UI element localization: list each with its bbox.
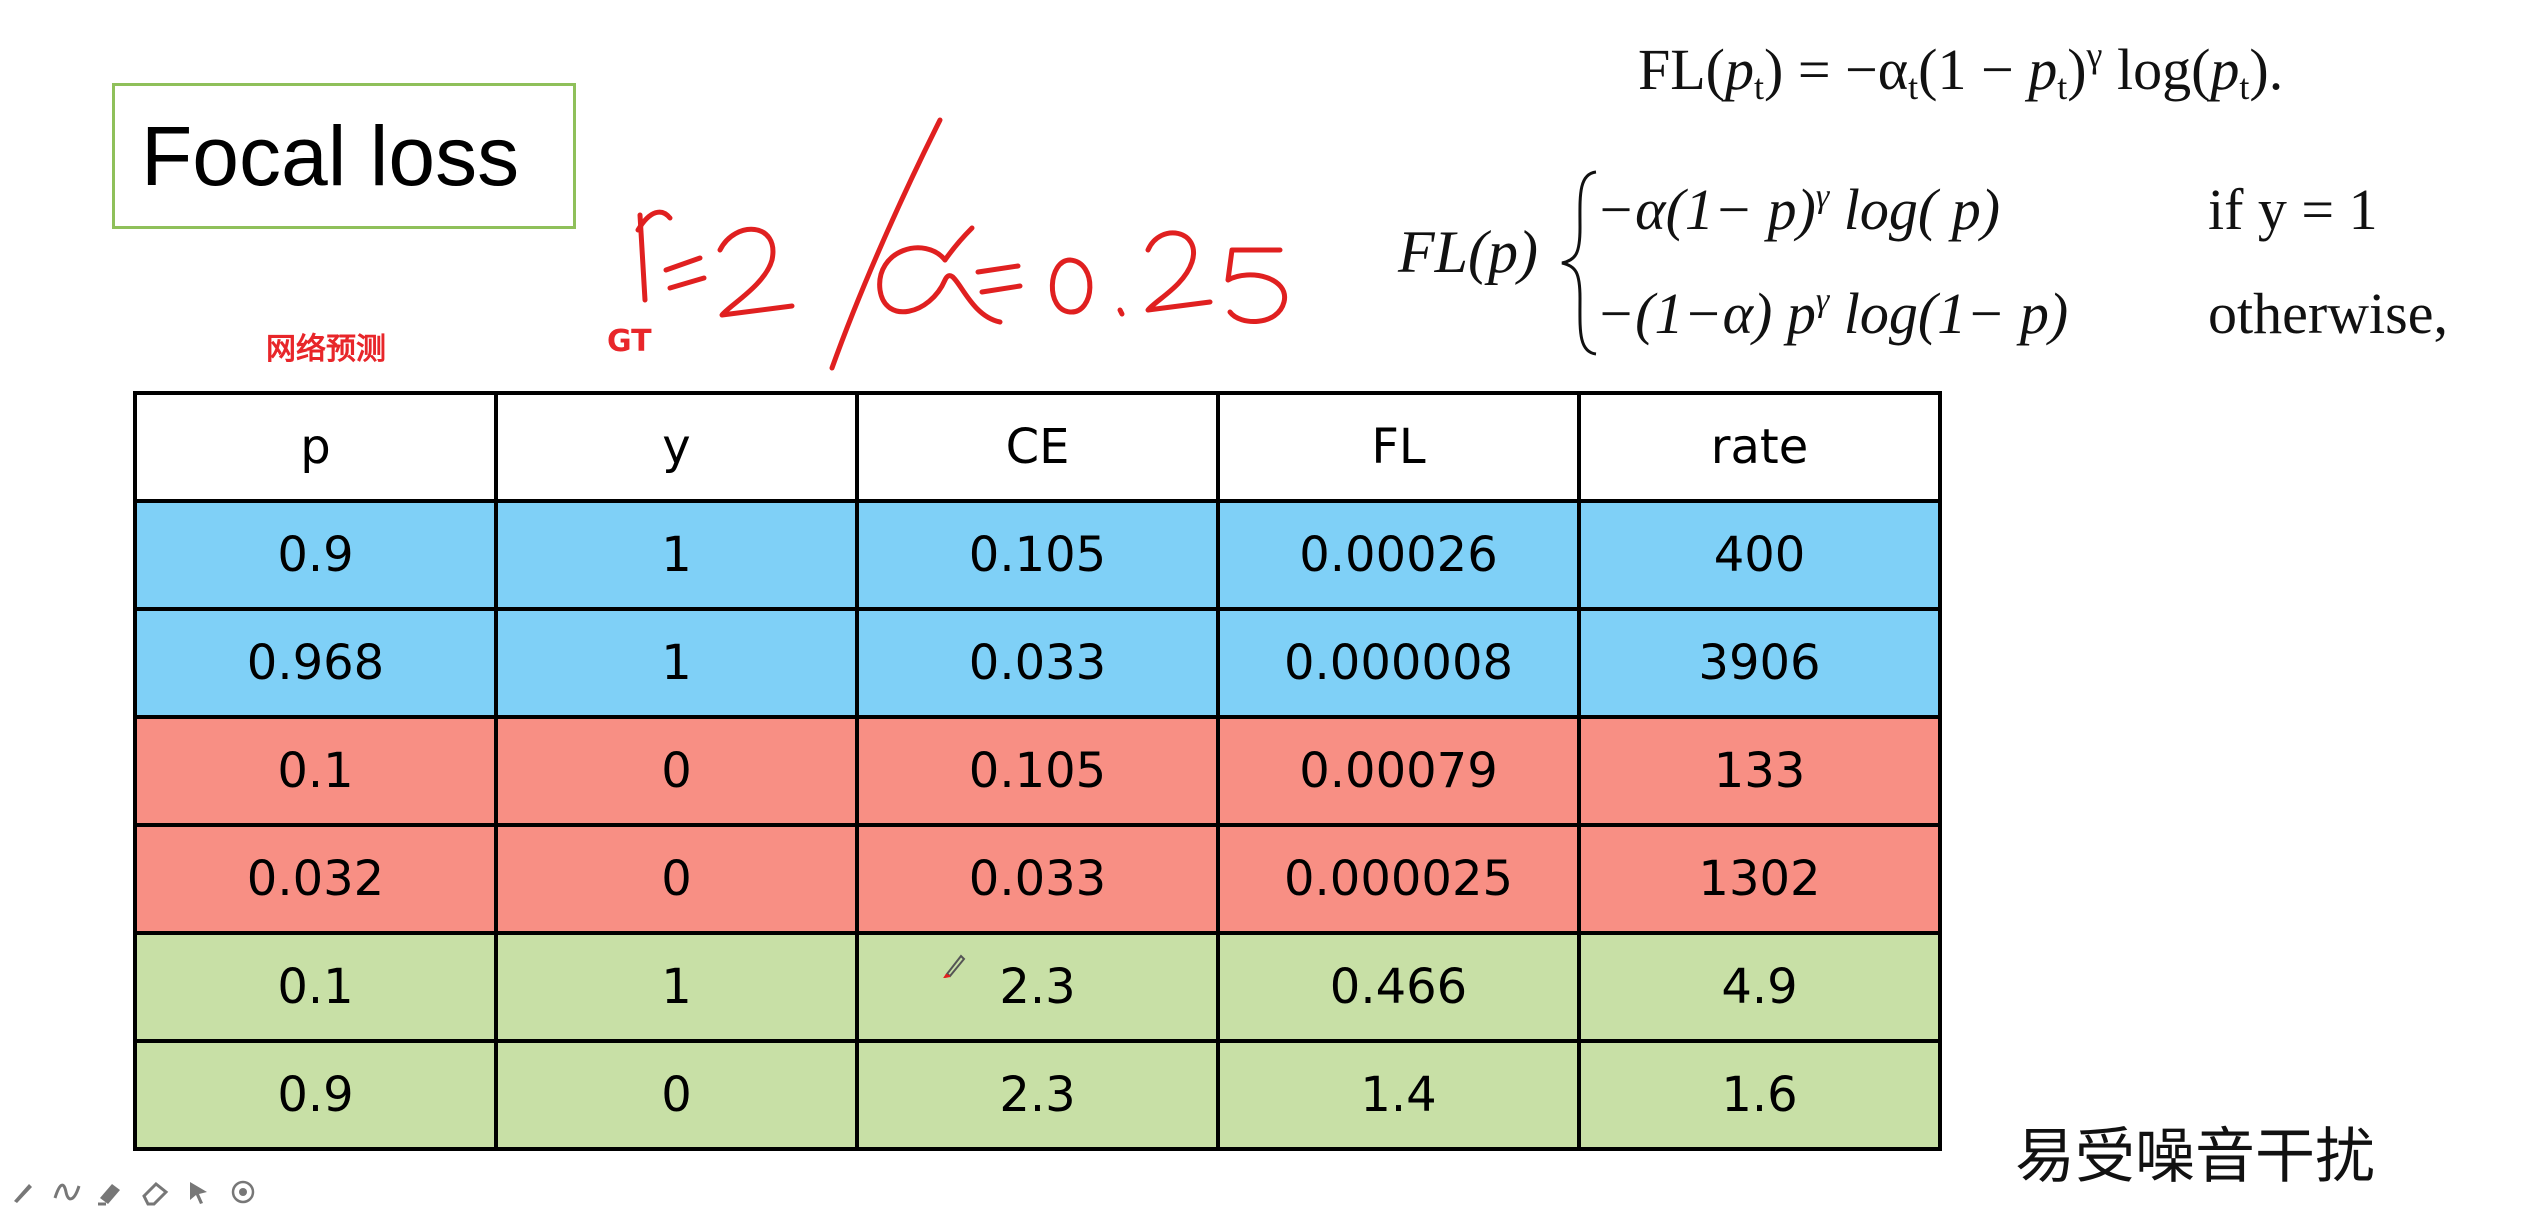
curly-brace (1561, 170, 1597, 356)
table-cell: 1.4 (1216, 1039, 1581, 1151)
table-cell: 0 (494, 1039, 859, 1151)
table-cell: 133 (1577, 715, 1942, 827)
table-cell: 1 (494, 499, 859, 611)
table-cell: 0.000008 (1216, 607, 1581, 719)
table-cell: 0.00079 (1216, 715, 1581, 827)
table-cell: 2.3 (855, 1039, 1220, 1151)
table-cell: 0.105 (855, 499, 1220, 611)
focal-loss-pt-formula: FL(pt) = −αt(1 − pt)γ log(pt). (1638, 35, 2284, 107)
table-cell: 0.105 (855, 715, 1220, 827)
focal-loss-case-negative: −(1−α) pγ log(1− p) (1596, 281, 2069, 346)
table-row: 0.9 0 2.3 1.4 1.6 (133, 1039, 1942, 1151)
table-cell: 0.466 (1216, 931, 1581, 1043)
table-cell: 0 (494, 715, 859, 827)
table-cell: 0.1 (133, 715, 498, 827)
table-cell: 0.9 (133, 1039, 498, 1151)
table-cell: 400 (1577, 499, 1942, 611)
table-row: 0.032 0 0.033 0.000025 1302 (133, 823, 1942, 935)
slide-title: Focal loss (112, 83, 576, 229)
presentation-toolbar (0, 1172, 260, 1212)
highlighter-icon[interactable] (94, 1175, 128, 1209)
table-cell: 0.033 (855, 823, 1220, 935)
target-icon[interactable] (226, 1175, 260, 1209)
table-cell: 0.9 (133, 499, 498, 611)
table-cell: 3906 (1577, 607, 1942, 719)
header-y: y (494, 391, 859, 503)
noise-sensitivity-note: 易受噪音干扰 (2015, 1122, 2375, 1192)
condition-otherwise: otherwise, (2208, 281, 2448, 346)
table-cell: 0.000025 (1216, 823, 1581, 935)
table-cell: 0.032 (133, 823, 498, 935)
table-cell: 0.968 (133, 607, 498, 719)
header-fl: FL (1216, 391, 1581, 503)
table-cell: 1302 (1577, 823, 1942, 935)
focal-loss-piecewise-lhs: FL(p) (1398, 219, 1538, 285)
header-rate: rate (1577, 391, 1942, 503)
table-row: 0.968 1 0.033 0.000008 3906 (133, 607, 1942, 719)
ground-truth-label: GT (607, 324, 652, 359)
condition-positive: if y = 1 (2208, 177, 2378, 242)
table-header-row: p y CE FL rate (133, 391, 1942, 503)
table-cell: 1 (494, 607, 859, 719)
table-row: 0.1 0 0.105 0.00079 133 (133, 715, 1942, 827)
pen-cursor-icon (943, 954, 966, 978)
focal-loss-case-positive: −α(1− p)γ log( p) (1596, 177, 2001, 242)
pen-icon[interactable] (6, 1175, 40, 1209)
table-row: 0.9 1 0.105 0.00026 400 (133, 499, 1942, 611)
loss-comparison-table: p y CE FL rate 0.9 1 0.105 0.00026 400 0… (133, 391, 1942, 1151)
table-cell: 2.3 (855, 931, 1220, 1043)
table-row: 0.1 1 2.3 0.466 4.9 (133, 931, 1942, 1043)
header-ce: CE (855, 391, 1220, 503)
table-cell: 4.9 (1577, 931, 1942, 1043)
table-cell: 0.1 (133, 931, 498, 1043)
prediction-label: 网络预测 (266, 332, 386, 367)
table-cell: 1.6 (1577, 1039, 1942, 1151)
eraser-icon[interactable] (138, 1175, 172, 1209)
table-cell: 0.033 (855, 607, 1220, 719)
pointer-icon[interactable] (182, 1175, 216, 1209)
table-cell: 1 (494, 931, 859, 1043)
header-p: p (133, 391, 498, 503)
handwritten-annotation (635, 117, 1287, 371)
table-cell: 0.00026 (1216, 499, 1581, 611)
freehand-icon[interactable] (50, 1175, 84, 1209)
table-cell: 0 (494, 823, 859, 935)
